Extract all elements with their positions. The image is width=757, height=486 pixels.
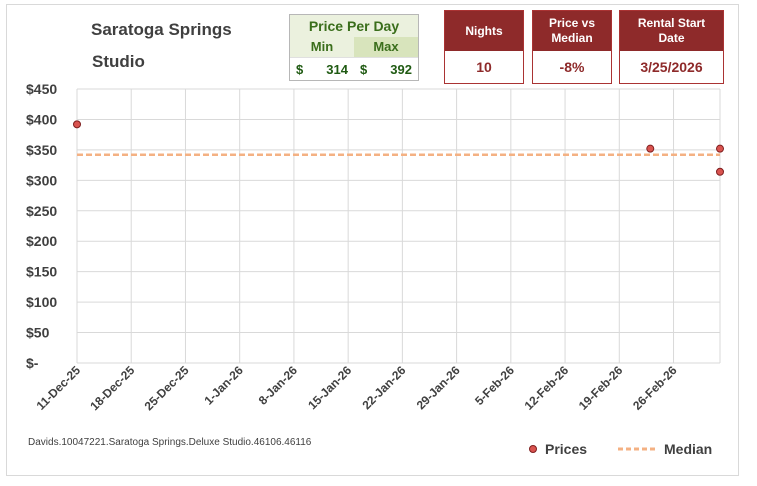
x-tick-label: 18-Dec-25 [87,363,137,413]
price-point [646,144,655,153]
x-tick-label: 19-Feb-26 [576,363,626,413]
nights-kpi: Nights 10 [444,10,524,84]
legend-prices-label: Prices [545,441,588,457]
rental-start-kpi: Rental Start Date 3/25/2026 [619,10,724,84]
x-tick-label: 5-Feb-26 [472,363,517,408]
x-tick-label: 11-Dec-25 [34,363,84,413]
max-currency: $ [360,62,368,77]
price-point [716,167,724,176]
x-tick-label: 12-Feb-26 [522,363,572,413]
price-vs-median-value: -8% [533,51,611,83]
min-label: Min [290,37,354,57]
price-per-day-box: Price Per Day Min Max $ 314 $ 392 [289,14,419,81]
chart-title-line1: Saratoga Springs [91,20,232,39]
max-label: Max [354,37,418,57]
x-tick-label: 8-Jan-26 [256,363,301,408]
max-price-value: 392 [390,62,412,77]
listing-id-note: Davids.10047221.Saratoga Springs.Deluxe … [28,437,312,448]
x-tick-label: 22-Jan-26 [359,363,408,412]
x-tick-label: 26-Feb-26 [630,363,680,413]
price-per-day-header: Price Per Day [290,15,418,37]
x-tick-label: 15-Jan-26 [305,363,354,412]
price-point [716,144,724,153]
x-tick-label: 25-Dec-25 [142,363,192,413]
y-tick-label: $- [26,355,39,371]
y-tick-label: $300 [26,172,57,188]
nights-label: Nights [445,11,523,51]
nights-value: 10 [445,51,523,83]
max-price-cell: $ 392 [354,58,418,81]
legend-prices: Prices [527,441,587,457]
price-vs-median-kpi: Price vs Median -8% [532,10,612,84]
min-price-value: 314 [326,62,348,77]
legend-median-label: Median [664,441,713,457]
chart-frame [6,4,739,476]
y-tick-label: $200 [26,233,57,249]
x-tick-label: 29-Jan-26 [414,363,463,412]
price-vs-median-label: Price vs Median [533,11,611,51]
x-tick-label: 1-Jan-26 [201,363,246,408]
legend-median: Median [618,441,712,457]
y-tick-label: $450 [26,81,57,97]
rental-start-label: Rental Start Date [620,11,723,51]
chart-title-line2: Studio [92,52,145,71]
y-tick-label: $150 [26,264,57,280]
rental-start-value: 3/25/2026 [620,51,723,83]
min-currency: $ [296,62,304,77]
y-tick-label: $50 [26,325,50,341]
legend-prices-marker [529,445,537,453]
legend-median-line [618,447,656,451]
y-tick-label: $100 [26,294,57,310]
y-tick-label: $400 [26,111,57,127]
y-tick-label: $250 [26,203,57,219]
min-price-cell: $ 314 [290,58,354,81]
price-point [73,120,81,129]
y-tick-label: $350 [26,142,57,158]
